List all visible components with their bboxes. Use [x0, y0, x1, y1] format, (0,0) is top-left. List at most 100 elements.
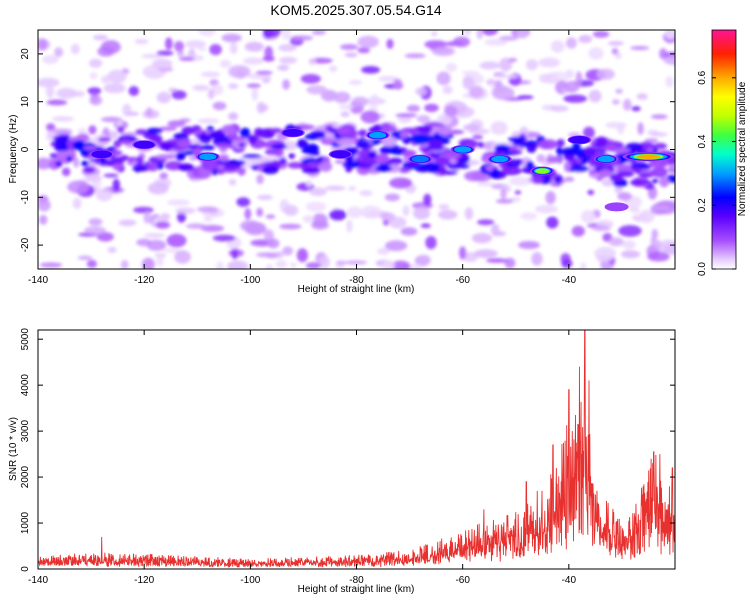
spectrogram-noise-blob — [108, 130, 119, 140]
spectrogram-band-blob — [437, 126, 453, 136]
spectrogram-noise-blob — [495, 74, 519, 79]
spectrogram-noise-blob — [146, 107, 153, 117]
spectrogram-band-blob — [215, 143, 233, 149]
spectrogram-noise-blob — [100, 116, 123, 123]
spectrogram-band-blob — [511, 150, 523, 155]
spectrogram-noise-blob — [438, 204, 450, 210]
spectrogram-noise-blob — [410, 263, 423, 269]
spectrogram-band-blob — [526, 161, 534, 169]
spectrogram-noise-blob — [494, 80, 503, 88]
spectrogram-band-blob — [502, 166, 522, 176]
spectrogram-noise-blob — [360, 205, 382, 219]
spectrogram-noise-blob — [550, 40, 565, 53]
y-tick-label: 1000 — [20, 511, 31, 534]
spectrogram-noise-blob — [329, 209, 347, 221]
spectrogram-noise-blob — [231, 247, 238, 260]
spectrogram-band-blob — [199, 145, 215, 151]
spectrogram-band-blob — [126, 156, 139, 162]
spectrogram-noise-blob — [264, 46, 274, 59]
spectrogram-band-blob — [477, 141, 485, 148]
spectrogram-noise-blob — [601, 178, 615, 187]
spectrogram-noise-blob — [605, 122, 627, 129]
spectrogram-noise-blob — [144, 233, 166, 238]
spectrogram-noise-blob — [603, 222, 614, 227]
spectrogram-noise-blob — [228, 112, 239, 121]
y-tick-label: -10 — [20, 190, 31, 205]
spectrogram-noise-blob — [663, 243, 675, 255]
spectrogram-band-blob — [242, 154, 262, 159]
y-tick-label: 0 — [20, 566, 31, 572]
x-tick-label: -100 — [240, 575, 260, 586]
spectrogram-noise-blob — [257, 194, 273, 201]
spectrogram-band-blob — [356, 140, 371, 149]
spectrogram-noise-blob — [471, 233, 492, 244]
spectrogram-noise-blob — [228, 83, 239, 89]
spectrogram-noise-blob — [166, 233, 187, 248]
spectrogram-noise-blob — [659, 48, 668, 60]
spectrogram-band-blob — [279, 157, 287, 165]
y-tick-label: 3000 — [20, 420, 31, 443]
spectrogram-band-blob — [299, 163, 310, 170]
spectrogram-noise-blob — [479, 61, 500, 70]
spectrogram-noise-blob — [344, 52, 358, 58]
spectrogram-noise-blob — [103, 173, 119, 178]
spectrogram-noise-blob — [588, 47, 604, 60]
spectrogram-noise-blob — [77, 255, 93, 260]
spectrogram-noise-blob — [591, 225, 612, 232]
spectrogram-noise-blob — [42, 54, 59, 65]
colorbar-ticks: 0.0 0.2 0.4 0.6 — [697, 70, 736, 276]
spectrogram-noise-blob — [86, 259, 97, 269]
spectrogram-noise-blob — [578, 34, 593, 44]
spectrogram-noise-blob — [611, 48, 619, 55]
spectrogram-noise-blob — [583, 126, 595, 139]
spectrogram-band-blob — [83, 166, 96, 174]
spectrogram-noise-blob — [580, 210, 596, 224]
spectrogram-band-blob — [438, 165, 447, 176]
spectrogram-noise-blob — [318, 255, 331, 269]
spectrogram-noise-blob — [242, 57, 264, 65]
y-tick-label: 10 — [20, 96, 31, 108]
spectrogram-noise-blob — [438, 209, 458, 220]
spectrogram-band-blob — [155, 154, 176, 160]
spectrogram-band-blob — [345, 167, 353, 173]
spectrogram-band-blob — [80, 160, 90, 167]
spectrogram-band-blob — [72, 140, 85, 151]
spectrogram-feature — [411, 155, 429, 163]
spectrogram-noise-blob — [255, 70, 273, 75]
spectrogram-noise-blob — [651, 228, 659, 240]
colorbar-label: Normalized spectral amplitude — [737, 81, 748, 216]
spectrogram-band-blob — [310, 130, 326, 136]
spectrogram-band-blob — [247, 134, 257, 145]
spectrogram-noise-blob — [178, 56, 195, 62]
spectrogram-noise-blob — [197, 118, 220, 124]
spectrogram-noise-blob — [89, 58, 103, 68]
spectrogram-band-blob — [147, 162, 159, 172]
spectrogram-band-blob — [584, 146, 597, 157]
spectrogram-noise-blob — [382, 260, 395, 269]
spectrogram-noise-blob — [103, 83, 126, 94]
spectrogram-noise-blob — [607, 41, 624, 46]
spectrogram-noise-blob — [481, 30, 499, 36]
spectrogram-band-blob — [120, 155, 129, 161]
y-tick-label: 5000 — [20, 328, 31, 351]
spectrogram-noise-blob — [133, 206, 154, 214]
spectrogram-noise-blob — [308, 58, 317, 66]
spectrogram-noise-blob — [54, 47, 64, 58]
spectrogram-noise-blob — [141, 257, 155, 269]
spectrogram-noise-blob — [263, 229, 274, 242]
spectrogram-noise-blob — [174, 250, 191, 264]
spectrogram-band-blob — [270, 127, 282, 134]
spectrogram-noise-blob — [143, 211, 152, 224]
spectrogram-noise-blob — [452, 36, 471, 48]
spectrogram-noise-blob — [361, 66, 381, 74]
spectrogram-noise-blob — [197, 46, 207, 52]
spectrogram-band-blob — [117, 125, 125, 134]
spectrogram-feature — [597, 155, 615, 163]
spectrogram-noise-blob — [491, 86, 515, 100]
spectrogram-noise-blob — [306, 179, 313, 188]
spectrogram-noise-blob — [347, 206, 363, 219]
spectrogram-band-blob — [287, 161, 304, 169]
spectrogram-noise-blob — [564, 80, 580, 93]
spectrogram-noise-blob — [226, 260, 249, 269]
